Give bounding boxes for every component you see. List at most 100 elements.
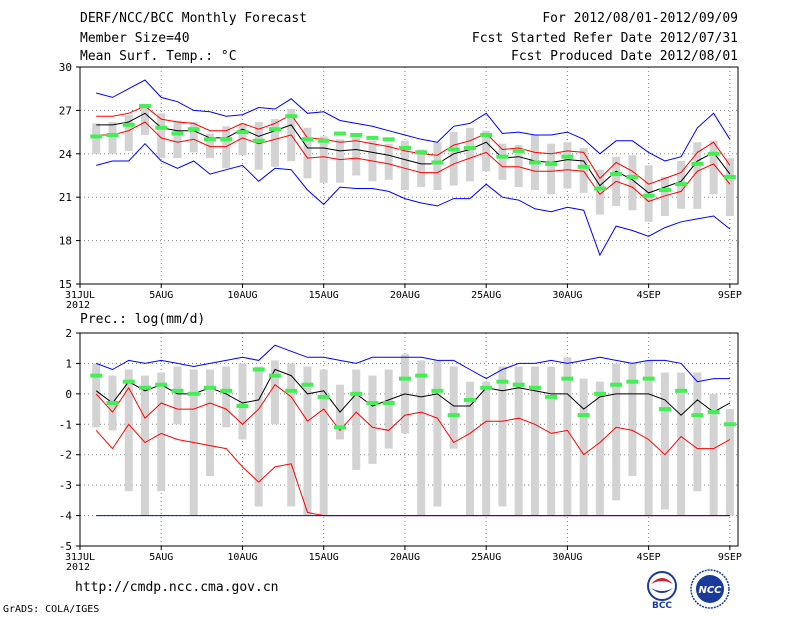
p2-spread-box <box>449 366 458 449</box>
p2-obs-marker <box>415 373 428 378</box>
p2-spread-box <box>238 363 247 440</box>
p2-x-tick-label: 10AUG <box>227 552 257 563</box>
p1-x-tick-label: 4SEP <box>637 290 661 301</box>
p2-x-tick-label: 5AUG <box>149 552 173 563</box>
p1-spread-box <box>482 130 491 172</box>
p1-obs-marker <box>415 150 428 155</box>
p2-obs-marker <box>90 373 103 378</box>
p1-spread-box <box>352 137 361 176</box>
p2-spread-box <box>433 360 442 507</box>
p1-obs-marker <box>171 131 184 136</box>
p2-x-tick-year: 2012 <box>66 562 90 573</box>
p2-series-mean <box>95 368 731 416</box>
p2-spread-box <box>693 372 702 492</box>
p2-x-tick-label: 25AUG <box>471 552 501 563</box>
p1-spread-box <box>270 119 279 167</box>
p1-series-min <box>96 142 731 257</box>
p2-spread-box <box>173 366 182 425</box>
p1-x-tick-label: 31JUL <box>65 290 95 301</box>
p2-obs-marker <box>610 382 623 387</box>
p2-spread-box <box>303 366 312 516</box>
p1-obs-marker <box>691 161 704 166</box>
p1-obs-marker <box>155 125 168 130</box>
p1-series-mean <box>96 112 731 194</box>
p2-obs-marker <box>691 413 704 418</box>
p1-obs-marker <box>398 146 411 151</box>
p1-spread-box <box>222 126 231 169</box>
p1-y-tick-label: 21 <box>59 191 72 204</box>
p2-y-tick-label: -5 <box>59 540 72 553</box>
p1-spread-box <box>108 121 117 154</box>
p1-obs-marker <box>707 151 720 156</box>
p2-obs-marker <box>675 388 688 393</box>
p2-obs-marker <box>658 407 671 412</box>
bcc-logo-text: BCC <box>652 601 672 610</box>
p2-spread-box <box>92 363 101 428</box>
p1-obs-marker <box>203 137 216 142</box>
produced-date: Fcst Produced Date 2012/08/01 <box>511 49 738 64</box>
p2-obs-marker <box>171 388 184 393</box>
p2-y-tick-label: 1 <box>65 357 72 370</box>
p2-obs-marker <box>220 388 233 393</box>
p1-spread-box <box>433 142 442 190</box>
p1-spread-box <box>384 143 393 180</box>
p2-obs-marker <box>447 413 460 418</box>
precip-title: Prec.: log(mm/d) <box>80 312 205 327</box>
p1-obs-marker <box>512 148 525 153</box>
p1-spread-box <box>628 155 637 211</box>
p2-obs-marker <box>512 382 525 387</box>
p1-obs-marker <box>496 154 509 159</box>
p1-x-tick-label: 30AUG <box>552 290 582 301</box>
p2-spread-box <box>628 363 637 477</box>
p2-obs-marker <box>317 394 330 399</box>
p2-obs-marker <box>545 394 558 399</box>
p1-spread-box <box>660 176 669 217</box>
p2-spread-box <box>140 375 149 516</box>
p1-y-tick-label: 24 <box>59 148 73 161</box>
p1-spread-box <box>595 169 604 215</box>
p2-y-tick-label: -1 <box>59 418 72 431</box>
p1-y-tick-label: 15 <box>59 278 72 291</box>
p2-spread-box <box>595 381 604 516</box>
p2-obs-marker <box>268 373 281 378</box>
p2-obs-marker <box>723 422 736 427</box>
p2-y-tick-label: 2 <box>65 327 72 340</box>
p1-series-max <box>96 79 731 162</box>
p1-x-tick-label: 10AUG <box>227 290 257 301</box>
p2-obs-marker <box>252 367 265 372</box>
p2-obs-marker <box>122 379 135 384</box>
p2-obs-marker <box>236 404 249 409</box>
p1-obs-marker <box>350 132 363 137</box>
p1-obs-marker <box>90 134 103 139</box>
p2-obs-marker <box>106 400 119 405</box>
p1-obs-marker <box>561 154 574 159</box>
p2-spread-box <box>677 372 686 516</box>
member-size: Member Size=40 <box>80 31 190 46</box>
p1-obs-marker <box>610 172 623 177</box>
p1-obs-marker <box>333 131 346 136</box>
p2-spread-box <box>579 378 588 516</box>
p2-series-max <box>96 344 730 383</box>
p2-spread-box <box>660 372 669 510</box>
p2-spread-box <box>352 369 361 470</box>
p2-spread-box <box>319 369 328 516</box>
p2-obs-marker <box>187 391 200 396</box>
p1-obs-marker <box>122 122 135 127</box>
p2-obs-marker <box>203 385 216 390</box>
p1-spread-box <box>547 143 556 195</box>
footer-url[interactable]: http://cmdp.ncc.cma.gov.cn <box>75 580 279 595</box>
p2-spread-box <box>482 381 491 516</box>
p2-spread-box <box>254 366 263 507</box>
p2-obs-marker <box>496 379 509 384</box>
p1-obs-marker <box>545 161 558 166</box>
p1-obs-marker <box>236 130 249 135</box>
p1-obs-marker <box>187 127 200 132</box>
p1-obs-marker <box>252 138 265 143</box>
p2-obs-marker <box>285 388 298 393</box>
p1-spread-box <box>417 149 426 188</box>
forecast-period: For 2012/08/01-2012/09/09 <box>542 11 738 26</box>
p2-obs-marker <box>138 385 151 390</box>
p2-obs-marker <box>431 388 444 393</box>
p2-spread-box <box>465 381 474 516</box>
